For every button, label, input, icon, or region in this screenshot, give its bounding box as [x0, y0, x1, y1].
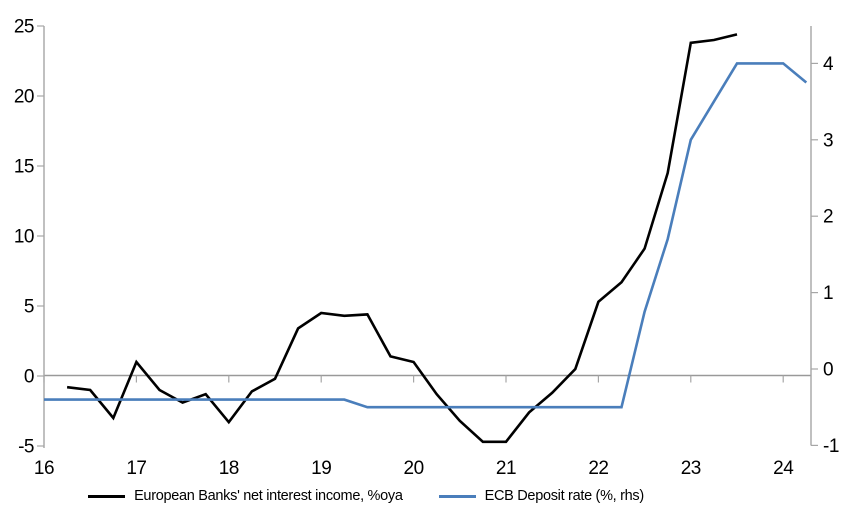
- x-tick-label: 21: [496, 458, 516, 479]
- x-tick-label: 18: [219, 458, 239, 479]
- x-tick-label: 16: [34, 458, 54, 479]
- y-left-tick-label: 20: [14, 87, 34, 108]
- nii-line-swatch: [88, 494, 126, 498]
- series-nii-line: [66, 33, 738, 444]
- x-tick-label: 20: [404, 458, 424, 479]
- x-tick-label: 22: [588, 458, 608, 479]
- y-right-tick-label: 2: [823, 207, 833, 228]
- y-left-tick-label: 25: [14, 17, 34, 38]
- y-left-tick-label: 15: [14, 157, 34, 178]
- legend-item-ecb: ECB Deposit rate (%, rhs): [438, 488, 645, 504]
- y-left-tick-label: 10: [14, 227, 34, 248]
- legend: European Banks' net interest income, %oy…: [0, 488, 792, 504]
- y-right-tick-label: 1: [823, 283, 833, 304]
- y-right-tick-label: 4: [823, 54, 834, 75]
- ecb-legend-label: ECB Deposit rate (%, rhs): [484, 488, 645, 504]
- x-tick-label: 23: [681, 458, 701, 479]
- series-ecb-line: [44, 62, 808, 409]
- y-left-tick-label: -5: [18, 437, 34, 458]
- x-tick-label: 19: [311, 458, 331, 479]
- y-right-tick-label: 3: [823, 130, 833, 151]
- y-left-tick-label: 5: [24, 297, 34, 318]
- x-tick-label: 24: [773, 458, 794, 479]
- x-tick-label: 17: [126, 458, 146, 479]
- ecb-line-swatch: [438, 494, 476, 498]
- legend-item-nii: European Banks' net interest income, %oy…: [88, 488, 403, 504]
- y-left-tick-label: 0: [24, 367, 34, 388]
- y-right-tick-label: -1: [823, 436, 839, 457]
- y-right-tick-label: 0: [823, 360, 833, 381]
- nii-legend-label: European Banks' net interest income, %oy…: [134, 488, 403, 504]
